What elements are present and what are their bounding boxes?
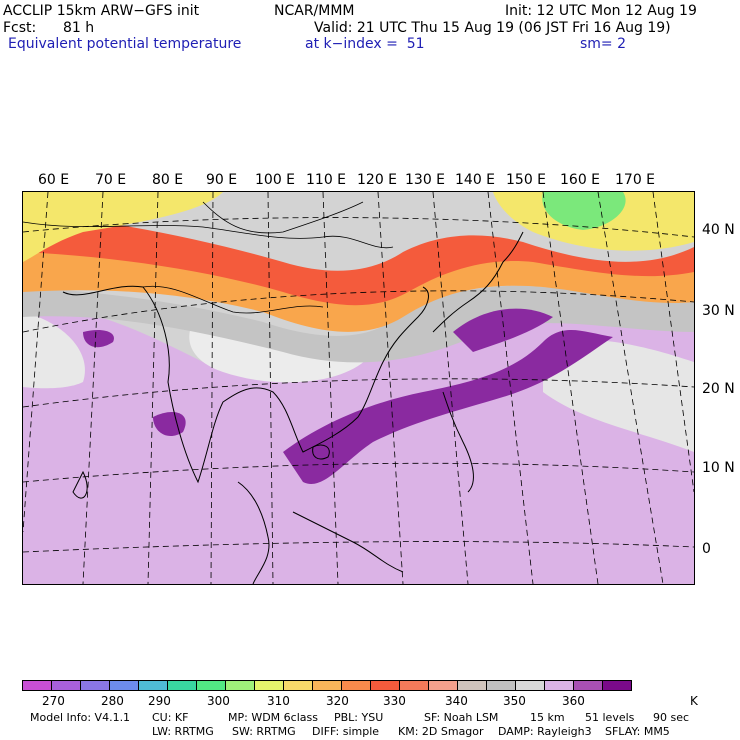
colorbar-swatch xyxy=(341,680,371,691)
colorbar-swatch xyxy=(399,680,429,691)
map-graphic xyxy=(23,192,694,584)
colorbar-label: 270 xyxy=(42,694,65,708)
colorbar-label: 280 xyxy=(101,694,124,708)
colorbar-swatch xyxy=(428,680,458,691)
colorbar-label: 300 xyxy=(207,694,230,708)
colorbar-swatch xyxy=(283,680,313,691)
footer-pbl: PBL: YSU xyxy=(334,711,384,724)
lon-label: 110 E xyxy=(306,172,347,188)
colorbar-swatch xyxy=(573,680,603,691)
colorbar-label: 360 xyxy=(562,694,585,708)
colorbar-label: K xyxy=(690,694,698,708)
footer-diff: DIFF: simple xyxy=(312,725,380,738)
lat-label: 20 N xyxy=(702,381,735,397)
field-dark-purple-4 xyxy=(83,330,114,348)
field-pale-2 xyxy=(543,339,694,452)
center-label: NCAR/MMM xyxy=(274,3,355,19)
footer-lw: LW: RRTMG xyxy=(152,725,214,738)
colorbar-swatch xyxy=(312,680,342,691)
footer-sf: SF: Noah LSM xyxy=(424,711,499,724)
field-dark-purple-3 xyxy=(153,412,186,437)
field-green xyxy=(542,192,626,230)
smooth-label: sm= 2 xyxy=(580,36,627,52)
fcst-label: Fcst: xyxy=(3,20,37,36)
lon-label: 170 E xyxy=(615,172,656,188)
colorbar-swatch xyxy=(225,680,255,691)
init-time: Init: 12 UTC Mon 12 Aug 19 xyxy=(505,3,697,19)
lat-label: 30 N xyxy=(702,303,735,319)
footer-damp: DAMP: Rayleigh3 xyxy=(498,725,592,738)
colorbar-label: 310 xyxy=(267,694,290,708)
field-name: Equivalent potential temperature xyxy=(8,36,242,52)
colorbar-swatch xyxy=(370,680,400,691)
colorbar-swatch xyxy=(457,680,487,691)
footer-cu: CU: KF xyxy=(152,711,189,724)
field-dark-purple-2 xyxy=(453,308,553,352)
colorbar-swatch xyxy=(138,680,168,691)
lon-label: 130 E xyxy=(405,172,446,188)
colorbar-swatch xyxy=(515,680,545,691)
lon-label: 80 E xyxy=(152,172,184,188)
lon-label: 90 E xyxy=(206,172,238,188)
footer-res: 15 km xyxy=(530,711,565,724)
colorbar xyxy=(22,680,632,691)
footer-dt: 90 sec xyxy=(653,711,690,724)
colorbar-swatch xyxy=(602,680,632,691)
colorbar-swatch xyxy=(167,680,197,691)
borders xyxy=(23,201,394,314)
footer-sflay: SFLAY: MM5 xyxy=(605,725,670,738)
level-label: at k−index = 51 xyxy=(305,36,425,52)
lon-label: 120 E xyxy=(357,172,398,188)
lat-label: 10 N xyxy=(702,460,735,476)
colorbar-swatch xyxy=(22,680,52,691)
colorbar-swatch xyxy=(109,680,139,691)
colorbar-swatch xyxy=(544,680,574,691)
lon-label: 160 E xyxy=(560,172,601,188)
field-grey xyxy=(23,285,694,363)
colorbar-label: 290 xyxy=(148,694,171,708)
graticule xyxy=(23,192,694,584)
lat-label: 0 xyxy=(702,541,711,557)
colorbar-label: 340 xyxy=(445,694,468,708)
lon-label: 70 E xyxy=(95,172,127,188)
map-panel xyxy=(22,191,695,585)
colorbar-label: 330 xyxy=(383,694,406,708)
lon-label: 60 E xyxy=(38,172,70,188)
fcst-value: 81 h xyxy=(63,20,95,36)
colorbar-label: 320 xyxy=(326,694,349,708)
colorbar-swatch xyxy=(51,680,81,691)
lat-label: 40 N xyxy=(702,222,735,238)
lon-label: 150 E xyxy=(506,172,547,188)
valid-time: Valid: 21 UTC Thu 15 Aug 19 (06 JST Fri … xyxy=(314,20,671,36)
footer-model-info: Model Info: V4.1.1 xyxy=(30,711,131,724)
lon-label: 140 E xyxy=(455,172,496,188)
model-title: ACCLIP 15km ARW−GFS init xyxy=(3,3,200,19)
colorbar-swatch xyxy=(486,680,516,691)
field-yellow xyxy=(23,192,223,262)
field-pale xyxy=(23,312,85,389)
colorbar-swatch xyxy=(254,680,284,691)
colorbar-swatch xyxy=(80,680,110,691)
colorbar-swatch xyxy=(196,680,226,691)
coastlines xyxy=(62,231,524,584)
footer-sw: SW: RRTMG xyxy=(232,725,296,738)
footer-mp: MP: WDM 6class xyxy=(228,711,318,724)
footer-levels: 51 levels xyxy=(585,711,635,724)
footer-km: KM: 2D Smagor xyxy=(398,725,484,738)
lon-label: 100 E xyxy=(255,172,296,188)
colorbar-label: 350 xyxy=(503,694,526,708)
